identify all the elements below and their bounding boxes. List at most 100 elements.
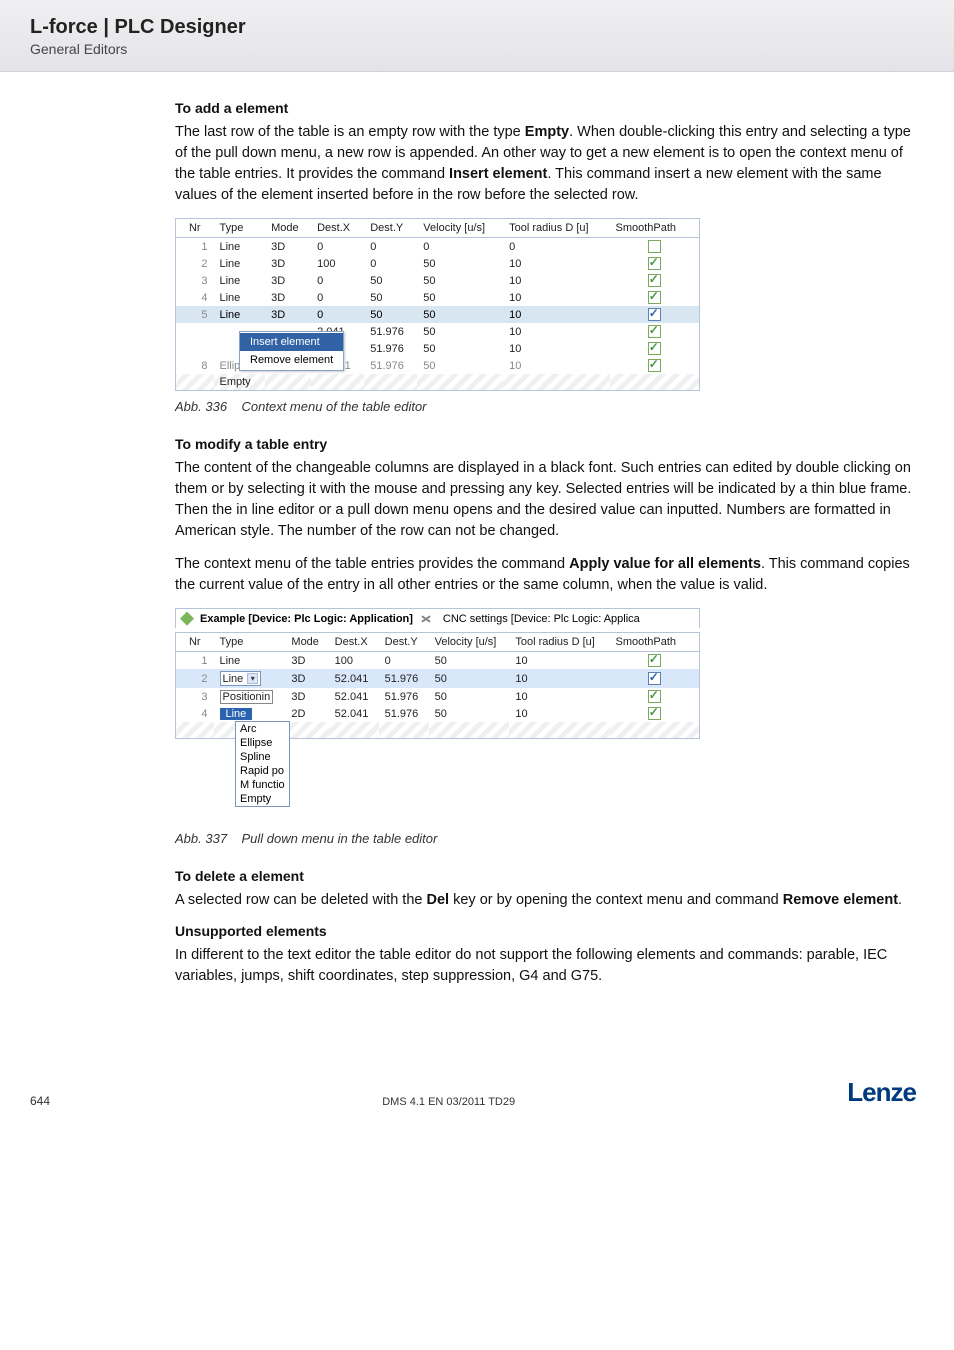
- smoothpath-cell[interactable]: [610, 289, 700, 306]
- smoothpath-checkbox[interactable]: [648, 672, 661, 685]
- table-cell[interactable]: 0: [503, 238, 609, 256]
- table-col-header[interactable]: SmoothPath: [610, 633, 700, 652]
- table-row[interactable]: 2Line▾3D52.04151.9765010: [176, 669, 700, 688]
- table-cell[interactable]: 50: [417, 255, 503, 272]
- table-row[interactable]: 1Line3D10005010: [176, 652, 700, 670]
- table-row[interactable]: 2Line3D10005010: [176, 255, 700, 272]
- table-cell[interactable]: Line: [214, 289, 266, 306]
- table-cell[interactable]: 50: [429, 705, 510, 722]
- smoothpath-checkbox[interactable]: [648, 257, 661, 270]
- table-cell[interactable]: 10: [509, 652, 609, 670]
- table-cell[interactable]: 0: [379, 652, 429, 670]
- table-col-header[interactable]: SmoothPath: [610, 219, 700, 238]
- type-cell[interactable]: Positionin: [214, 688, 286, 705]
- tab-cnc-settings[interactable]: CNC settings [Device: Plc Logic: Applica: [443, 613, 640, 625]
- table-cell[interactable]: 100: [311, 255, 364, 272]
- table-cell[interactable]: 10: [503, 357, 609, 374]
- type-dropdown[interactable]: Line▾: [220, 671, 262, 686]
- table-cell[interactable]: 52.041: [329, 688, 379, 705]
- table-col-header[interactable]: Dest.X: [329, 633, 379, 652]
- table-cell[interactable]: 10: [503, 272, 609, 289]
- table-cell[interactable]: 4: [176, 289, 214, 306]
- table-cell[interactable]: 0: [311, 289, 364, 306]
- table-cell[interactable]: 3D: [265, 306, 311, 323]
- tab-example[interactable]: Example [Device: Plc Logic: Application]: [200, 613, 413, 625]
- table-cell[interactable]: 3D: [285, 669, 328, 688]
- ctx-remove-element[interactable]: Remove element: [240, 351, 343, 369]
- table-row[interactable]: 4Line3D0505010: [176, 289, 700, 306]
- type-dropdown-list[interactable]: ArcEllipseSplineRapid poM functioEmpty: [235, 721, 290, 807]
- table-cell[interactable]: 51.976: [379, 705, 429, 722]
- type-cell[interactable]: Line: [214, 705, 286, 722]
- table-col-header[interactable]: Nr: [176, 633, 214, 652]
- smoothpath-cell[interactable]: [610, 255, 700, 272]
- table-cell[interactable]: 3D: [285, 688, 328, 705]
- table-cell[interactable]: [176, 374, 214, 391]
- dropdown-option[interactable]: Ellipse: [236, 736, 289, 750]
- smoothpath-cell[interactable]: [610, 688, 700, 705]
- smoothpath-checkbox[interactable]: [648, 359, 661, 372]
- table-cell[interactable]: 50: [417, 272, 503, 289]
- table-cell[interactable]: 1: [176, 652, 214, 670]
- chevron-down-icon[interactable]: ▾: [247, 673, 258, 684]
- table-cell[interactable]: 3D: [265, 289, 311, 306]
- smoothpath-checkbox[interactable]: [648, 240, 661, 253]
- table-col-header[interactable]: Dest.X: [311, 219, 364, 238]
- table-row[interactable]: 4Line2D52.04151.9765010: [176, 705, 700, 722]
- table-cell[interactable]: 50: [364, 272, 417, 289]
- table-cell[interactable]: 50: [364, 289, 417, 306]
- table-col-header[interactable]: Dest.Y: [364, 219, 417, 238]
- table-cell[interactable]: 2: [176, 255, 214, 272]
- table-cell[interactable]: 10: [509, 705, 609, 722]
- smoothpath-cell[interactable]: [610, 323, 700, 340]
- table-col-header[interactable]: Mode: [265, 219, 311, 238]
- table-cell[interactable]: 0: [364, 255, 417, 272]
- dropdown-option[interactable]: Rapid po: [236, 764, 289, 778]
- table-cell[interactable]: 52.041: [329, 669, 379, 688]
- tab-bar[interactable]: Example [Device: Plc Logic: Application]…: [175, 608, 700, 628]
- table-cell[interactable]: [417, 374, 503, 391]
- table-cell[interactable]: 10: [509, 688, 609, 705]
- smoothpath-cell[interactable]: [610, 374, 700, 391]
- table-cell[interactable]: Line: [214, 238, 266, 256]
- table-cell[interactable]: 1: [176, 238, 214, 256]
- table-cell[interactable]: 52.041: [329, 705, 379, 722]
- dropdown-option[interactable]: M functio: [236, 778, 289, 792]
- smoothpath-cell[interactable]: [610, 238, 700, 256]
- table-cell[interactable]: 3: [176, 688, 214, 705]
- table-cell[interactable]: 0: [311, 306, 364, 323]
- smoothpath-checkbox[interactable]: [648, 274, 661, 287]
- table-cell[interactable]: [265, 374, 311, 391]
- table-cell[interactable]: 3D: [265, 272, 311, 289]
- table-cell[interactable]: 0: [417, 238, 503, 256]
- table-cell[interactable]: Line: [214, 255, 266, 272]
- table-cell[interactable]: 3D: [285, 652, 328, 670]
- smoothpath-checkbox[interactable]: [648, 325, 661, 338]
- smoothpath-cell[interactable]: [610, 340, 700, 357]
- table-cell[interactable]: Line: [214, 272, 266, 289]
- dropdown-option[interactable]: Empty: [236, 792, 289, 806]
- table-col-header[interactable]: Tool radius D [u]: [503, 219, 609, 238]
- table-row[interactable]: 5Line3D0505010: [176, 306, 700, 323]
- table-cell[interactable]: 0: [311, 272, 364, 289]
- table-cell[interactable]: 5: [176, 306, 214, 323]
- table-cell[interactable]: 2D: [285, 705, 328, 722]
- table-cell[interactable]: 51.976: [364, 357, 417, 374]
- table-cell[interactable]: 10: [503, 323, 609, 340]
- table-col-header[interactable]: Dest.Y: [379, 633, 429, 652]
- smoothpath-checkbox[interactable]: [648, 342, 661, 355]
- table-cell[interactable]: 51.976: [379, 669, 429, 688]
- table-cell[interactable]: 2: [176, 669, 214, 688]
- table-cell[interactable]: 51.976: [364, 323, 417, 340]
- table-cell[interactable]: 50: [417, 289, 503, 306]
- table-cell[interactable]: 50: [417, 323, 503, 340]
- table-col-header[interactable]: Tool radius D [u]: [509, 633, 609, 652]
- table-col-header[interactable]: Mode: [285, 633, 328, 652]
- context-menu[interactable]: Insert element Remove element: [239, 331, 344, 371]
- table-cell[interactable]: 3D: [265, 255, 311, 272]
- table-cell[interactable]: [364, 374, 417, 391]
- table-row[interactable]: 3Line3D0505010: [176, 272, 700, 289]
- smoothpath-checkbox[interactable]: [648, 707, 661, 720]
- table-cell[interactable]: 0: [364, 238, 417, 256]
- dropdown-option[interactable]: Spline: [236, 750, 289, 764]
